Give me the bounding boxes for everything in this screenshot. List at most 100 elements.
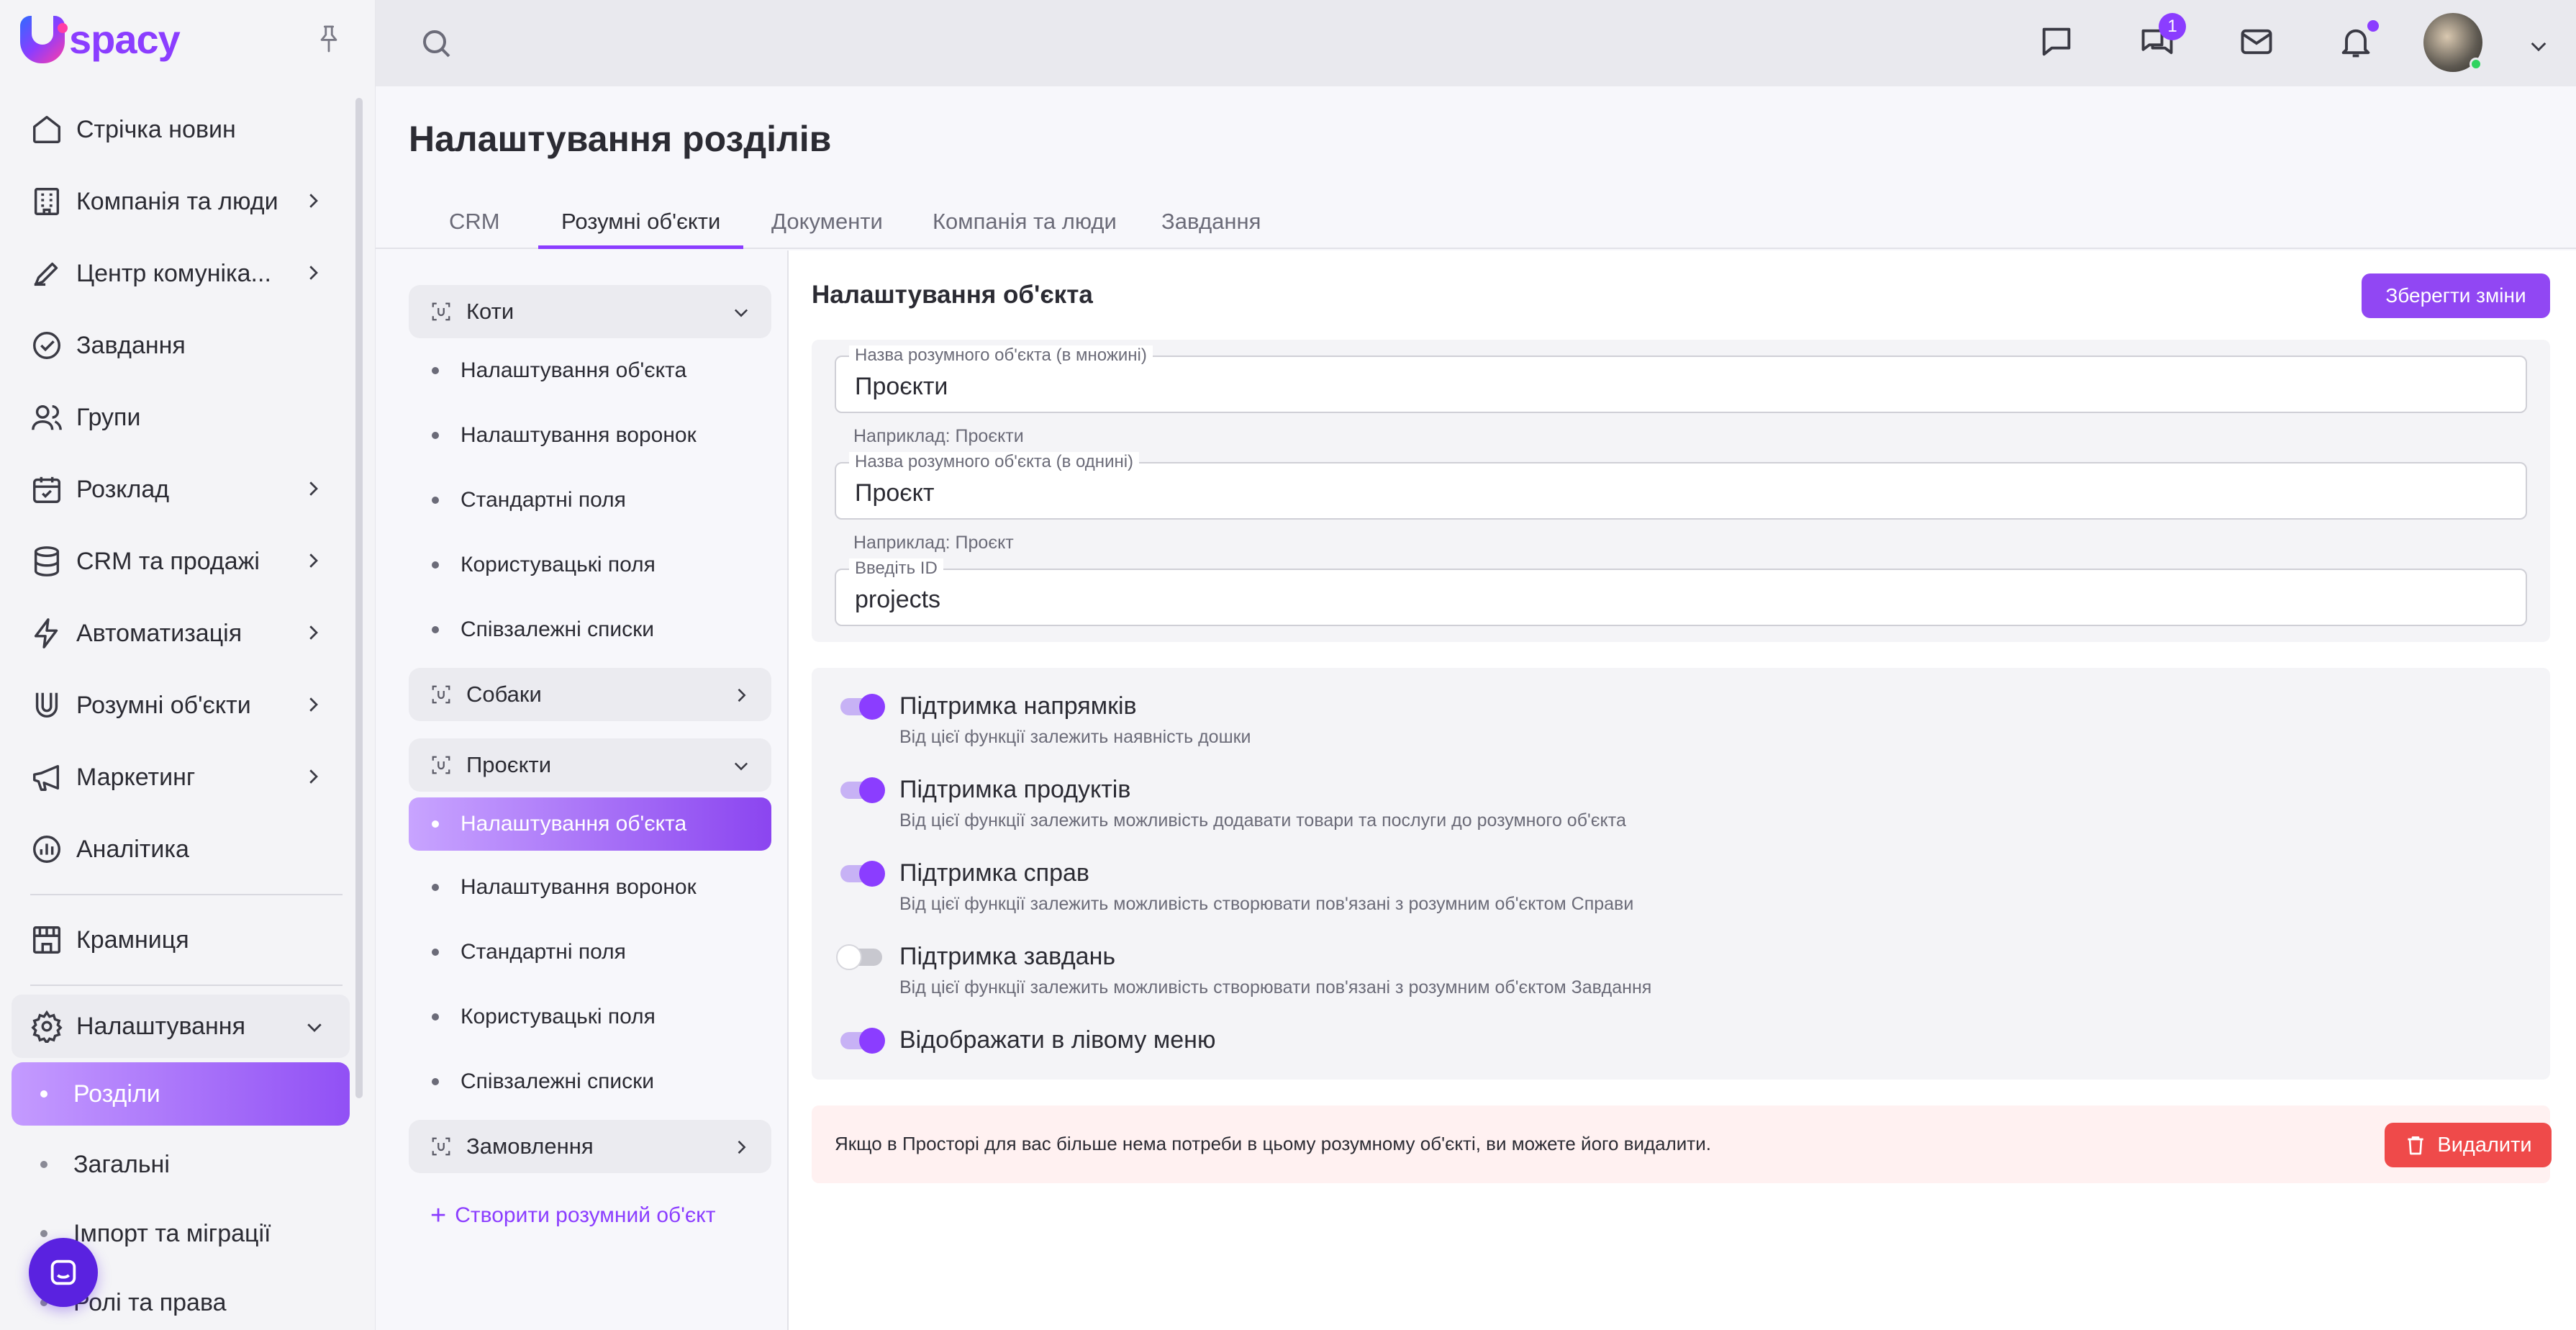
sidebar-subitem-general[interactable]: Загальні [12,1130,350,1199]
object-subitem-label: Налаштування об'єкта [461,812,687,836]
singular-name-input[interactable] [855,479,2510,507]
object-subitem[interactable]: Користувацькі поля [409,538,771,592]
object-group-label: Проєкти [466,752,552,777]
sidebar-subitem-import[interactable]: Імпорт та міграції [12,1199,350,1268]
sidebar-item-news[interactable]: Стрічка новин [12,94,350,166]
sidebar-item-schedule[interactable]: Розклад [12,453,350,525]
sidebar-item-label: Компанія та люди [76,187,278,215]
sidebar-subitem-roles[interactable]: Ролі та права [12,1268,350,1330]
gear-icon [31,1010,63,1043]
smart-object-icon [432,685,450,704]
avatar[interactable] [2423,13,2482,72]
tab-tasks[interactable]: Завдання [1161,209,1261,234]
object-subitem[interactable]: Налаштування воронок [409,409,771,462]
chevron-right-icon [309,625,318,640]
sidebar-scrollbar[interactable] [355,98,363,1098]
database-icon [34,546,60,576]
object-subitem[interactable]: Налаштування воронок [409,861,771,914]
sidebar-item-label: Стрічка новин [76,115,236,143]
chat-button[interactable] [2038,23,2075,60]
field-label: Назва розумного об'єкта (в однині) [849,452,1140,472]
delete-object-banner: Якщо в Просторі для вас більше нема потр… [812,1105,2552,1183]
object-group-projects[interactable]: Проєкти [409,738,771,792]
support-chat-button[interactable] [29,1238,98,1307]
sidebar-nav: Стрічка новин Компанія та люди Центр ком… [12,94,350,1330]
object-subitem[interactable]: Стандартні поля [409,474,771,527]
notifications-button[interactable] [2337,20,2379,60]
account-menu-toggle[interactable] [2527,35,2550,58]
sidebar-divider [30,894,343,895]
object-subitem[interactable]: Стандартні поля [409,926,771,979]
tab-documents[interactable]: Документи [771,209,883,234]
toggle-description: Від цієї функції залежить можливість ств… [899,894,1634,914]
toggle-switch-on[interactable] [840,777,885,803]
toggle-title: Підтримка справ [899,859,1089,887]
message-square-icon [2042,27,2071,56]
toggle-switch-on[interactable] [840,1028,885,1054]
building-icon [34,188,60,215]
pin-icon[interactable] [317,24,341,53]
field-label: Назва розумного об'єкта (в множині) [849,345,1153,366]
chevron-right-icon [309,769,318,784]
object-subitem[interactable]: Налаштування об'єкта [409,344,771,397]
messages-badge: 1 [2159,13,2186,40]
sidebar-item-label: Групи [76,403,141,431]
sidebar-subitem-sections[interactable]: Розділи [12,1062,350,1126]
sidebar-item-store[interactable]: Крамниця [12,904,350,976]
sidebar-item-automation[interactable]: Автоматизація [12,597,350,669]
messages-button[interactable]: 1 [2139,13,2186,60]
sidebar-item-label: Розклад [76,475,170,503]
sidebar-item-label: Завдання [76,331,186,359]
toggle-title: Підтримка продуктів [899,776,1131,803]
feature-toggles-panel: Підтримка напрямків Від цієї функції зал… [812,668,2550,1080]
sidebar-item-analytics[interactable]: Аналітика [12,813,350,885]
object-subitem[interactable]: Користувацькі поля [409,990,771,1044]
section-title: Налаштування об'єкта [812,281,1093,309]
toggle-switch-on[interactable] [840,861,885,887]
brand-logo[interactable]: spacy [20,16,181,63]
sidebar-item-company[interactable]: Компанія та люди [12,166,350,238]
lightning-icon [34,618,58,648]
sidebar-item-tasks[interactable]: Завдання [12,309,350,381]
object-subitem-active[interactable]: Налаштування об'єкта [409,797,771,851]
plural-name-field[interactable]: Назва розумного об'єкта (в множині) [835,345,2527,413]
home-icon [33,116,60,143]
create-smart-object-link[interactable]: + Створити розумний об'єкт [430,1202,715,1229]
object-subitem[interactable]: Співзалежні списки [409,1055,771,1108]
field-label: Введіть ID [849,558,943,579]
toggle-switch-on[interactable] [840,694,885,720]
singular-name-field[interactable]: Назва розумного об'єкта (в однині) [835,452,2527,520]
toggle-switch-off[interactable] [836,944,882,970]
sidebar-item-groups[interactable]: Групи [12,381,350,453]
tab-smart-objects[interactable]: Розумні об'єкти [538,209,744,249]
delete-button[interactable]: Видалити [2385,1123,2552,1167]
chevron-right-icon [738,688,746,702]
object-group-orders[interactable]: Замовлення [409,1120,771,1173]
sidebar-item-marketing[interactable]: Маркетинг [12,741,350,813]
object-subitem[interactable]: Співзалежні списки [409,603,771,656]
create-smart-object-label: Створити розумний об'єкт [455,1203,716,1227]
plural-name-input[interactable] [855,373,2510,401]
sidebar-item-crm[interactable]: CRM та продажі [12,525,350,597]
mail-button[interactable] [2238,23,2275,60]
plus-icon: + [430,1200,447,1231]
sidebar-item-communications[interactable]: Центр комуніка... [12,238,350,309]
object-group-dogs[interactable]: Собаки [409,668,771,721]
sidebar-item-settings[interactable]: Налаштування [12,995,350,1058]
brand-name: spacy [69,17,181,62]
id-field[interactable]: Введіть ID [835,558,2527,626]
object-group-label: Замовлення [466,1134,594,1159]
tab-company[interactable]: Компанія та люди [933,209,1117,234]
search-button[interactable] [419,26,453,60]
tab-crm[interactable]: CRM [449,209,500,234]
id-input[interactable] [855,586,2510,614]
sidebar-item-label: Налаштування [76,1012,245,1040]
object-subitem-label: Стандартні поля [461,940,626,964]
save-changes-button[interactable]: Зберегти зміни [2362,273,2550,318]
object-settings: Налаштування об'єкта Зберегти зміни Назв… [789,250,2576,1330]
object-group-label: Коти [466,299,514,324]
object-group-cats[interactable]: Коти [409,285,771,338]
chevron-right-icon [309,697,318,712]
sidebar-item-smart-objects[interactable]: Розумні об'єкти [12,669,350,741]
sidebar-subitem-label: Розділи [73,1080,160,1108]
